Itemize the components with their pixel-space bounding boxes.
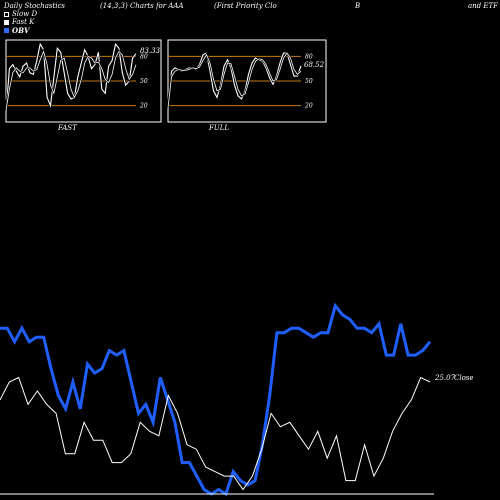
fast-series-1 <box>5 50 137 111</box>
fast-panel-title: FAST <box>57 124 78 132</box>
close-last-text: Close <box>454 374 474 382</box>
full-lines <box>166 51 303 110</box>
legend-label: Slow D <box>12 10 38 18</box>
close-last-value: 25.07 <box>434 374 456 382</box>
legend-item-obv: OBV <box>4 25 37 35</box>
fast-levels <box>6 55 136 107</box>
obv-line <box>0 302 432 497</box>
full-panel-title: FULL <box>208 124 229 132</box>
full-tick-label: 50 <box>305 78 313 85</box>
full-tick-labels: 80 50 20 <box>304 53 313 109</box>
chart-title: Daily Stochastics <box>4 2 66 10</box>
legend-label: OBV <box>12 25 30 35</box>
legend-swatch-fill <box>4 19 9 25</box>
fast-tick-label: 50 <box>140 78 148 85</box>
full-series-1 <box>167 52 302 109</box>
header-suffix: and ETF <box>468 2 499 10</box>
chart-params: (14,3,3) Charts for AAA <box>100 2 184 10</box>
fast-tick-labels: 80 50 20 <box>139 53 148 109</box>
fast-tick-label: 20 <box>139 103 148 110</box>
fast-tick-label: 80 <box>140 53 148 60</box>
full-tick-label: 80 <box>305 53 313 60</box>
legend-label: Fast K <box>12 18 35 26</box>
main-lines <box>0 302 432 497</box>
close-line <box>0 376 431 491</box>
legend-swatch-blue <box>4 27 9 33</box>
legend-swatch-open <box>4 11 9 17</box>
fast-lines <box>4 40 138 113</box>
header-letter: B <box>355 2 361 10</box>
legend-item-fast-k: Fast K <box>4 18 37 26</box>
fast-last-value: 83.33 <box>140 47 161 55</box>
legend: Slow D Fast K OBV <box>4 10 37 35</box>
fast-series-0 <box>5 42 137 113</box>
company-name: (First Priority Clo <box>214 2 277 10</box>
full-last-value: 68.52 <box>304 61 325 69</box>
full-tick-label: 20 <box>304 103 313 110</box>
legend-item-slow-d: Slow D <box>4 10 37 18</box>
